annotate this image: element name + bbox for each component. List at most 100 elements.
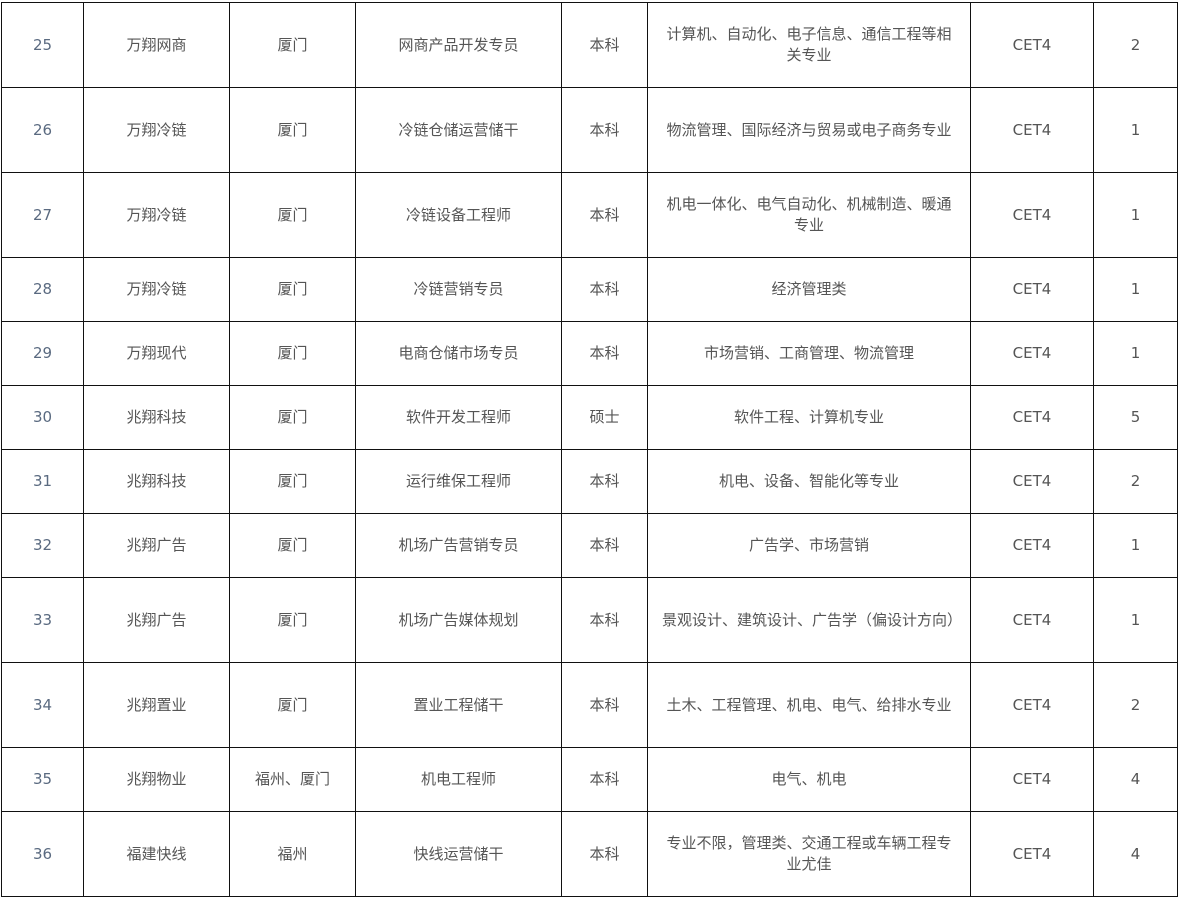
cell-company: 万翔冷链 bbox=[83, 172, 230, 258]
cell-english: CET4 bbox=[970, 811, 1094, 897]
cell-degree: 本科 bbox=[561, 449, 648, 514]
cell-city: 厦门 bbox=[229, 513, 356, 578]
cell-count: 5 bbox=[1093, 385, 1178, 450]
cell-company: 万翔现代 bbox=[83, 321, 230, 386]
table-row: 28 万翔冷链 厦门 冷链营销专员 本科 经济管理类 CET4 1 bbox=[1, 257, 1178, 322]
table-row: 26 万翔冷链 厦门 冷链仓储运营储干 本科 物流管理、国际经济与贸易或电子商务专业 CET… bbox=[1, 87, 1178, 173]
cell-degree: 本科 bbox=[561, 747, 648, 812]
cell-no: 32 bbox=[1, 513, 84, 578]
cell-city: 厦门 bbox=[229, 172, 356, 258]
cell-company: 兆翔广告 bbox=[83, 577, 230, 663]
cell-no: 28 bbox=[1, 257, 84, 322]
cell-city: 厦门 bbox=[229, 321, 356, 386]
table-row: 31 兆翔科技 厦门 运行维保工程师 本科 机电、设备、智能化等专业 CET4 2 bbox=[1, 449, 1178, 514]
cell-no: 29 bbox=[1, 321, 84, 386]
cell-position: 冷链营销专员 bbox=[355, 257, 562, 322]
cell-no: 27 bbox=[1, 172, 84, 258]
cell-city: 厦门 bbox=[229, 449, 356, 514]
table-row: 27 万翔冷链 厦门 冷链设备工程师 本科 机电一体化、电气自动化、机械制造、暖通专业 CE… bbox=[1, 172, 1178, 258]
cell-count: 2 bbox=[1093, 449, 1178, 514]
cell-city: 厦门 bbox=[229, 385, 356, 450]
cell-city: 福州 bbox=[229, 811, 356, 897]
cell-position: 电商仓储市场专员 bbox=[355, 321, 562, 386]
cell-major: 广告学、市场营销 bbox=[647, 513, 971, 578]
cell-count: 1 bbox=[1093, 172, 1178, 258]
cell-english: CET4 bbox=[970, 172, 1094, 258]
cell-city: 厦门 bbox=[229, 87, 356, 173]
cell-degree: 硕士 bbox=[561, 385, 648, 450]
cell-count: 1 bbox=[1093, 577, 1178, 663]
cell-position: 网商产品开发专员 bbox=[355, 2, 562, 88]
cell-english: CET4 bbox=[970, 577, 1094, 663]
cell-count: 2 bbox=[1093, 662, 1178, 748]
cell-major: 景观设计、建筑设计、广告学（偏设计方向） bbox=[647, 577, 971, 663]
cell-city: 厦门 bbox=[229, 662, 356, 748]
cell-no: 26 bbox=[1, 87, 84, 173]
cell-major: 计算机、自动化、电子信息、通信工程等相关专业 bbox=[647, 2, 971, 88]
cell-company: 万翔网商 bbox=[83, 2, 230, 88]
cell-degree: 本科 bbox=[561, 172, 648, 258]
table-row: 35 兆翔物业 福州、厦门 机电工程师 本科 电气、机电 CET4 4 bbox=[1, 747, 1178, 812]
cell-english: CET4 bbox=[970, 2, 1094, 88]
cell-position: 机场广告营销专员 bbox=[355, 513, 562, 578]
cell-english: CET4 bbox=[970, 449, 1094, 514]
cell-count: 4 bbox=[1093, 811, 1178, 897]
cell-major: 专业不限，管理类、交通工程或车辆工程专业尤佳 bbox=[647, 811, 971, 897]
cell-position: 运行维保工程师 bbox=[355, 449, 562, 514]
cell-degree: 本科 bbox=[561, 513, 648, 578]
cell-count: 2 bbox=[1093, 2, 1178, 88]
table-row: 25 万翔网商 厦门 网商产品开发专员 本科 计算机、自动化、电子信息、通信工程等相关专业… bbox=[1, 2, 1178, 88]
cell-english: CET4 bbox=[970, 257, 1094, 322]
cell-english: CET4 bbox=[970, 747, 1094, 812]
cell-no: 30 bbox=[1, 385, 84, 450]
table-row: 36 福建快线 福州 快线运营储干 本科 专业不限，管理类、交通工程或车辆工程专业尤佳 CE… bbox=[1, 811, 1178, 897]
cell-city: 厦门 bbox=[229, 2, 356, 88]
cell-company: 兆翔物业 bbox=[83, 747, 230, 812]
cell-position: 快线运营储干 bbox=[355, 811, 562, 897]
cell-major: 电气、机电 bbox=[647, 747, 971, 812]
table-row: 34 兆翔置业 厦门 置业工程储干 本科 土木、工程管理、机电、电气、给排水专业 CET4 2 bbox=[1, 662, 1178, 748]
cell-city: 厦门 bbox=[229, 257, 356, 322]
cell-major: 机电、设备、智能化等专业 bbox=[647, 449, 971, 514]
cell-company: 福建快线 bbox=[83, 811, 230, 897]
table-row: 33 兆翔广告 厦门 机场广告媒体规划 本科 景观设计、建筑设计、广告学（偏设计方向） CE… bbox=[1, 577, 1178, 663]
cell-major: 经济管理类 bbox=[647, 257, 971, 322]
cell-position: 机电工程师 bbox=[355, 747, 562, 812]
cell-degree: 本科 bbox=[561, 321, 648, 386]
cell-position: 软件开发工程师 bbox=[355, 385, 562, 450]
cell-no: 33 bbox=[1, 577, 84, 663]
cell-city: 福州、厦门 bbox=[229, 747, 356, 812]
table-row: 29 万翔现代 厦门 电商仓储市场专员 本科 市场营销、工商管理、物流管理 CET4 1 bbox=[1, 321, 1178, 386]
cell-count: 4 bbox=[1093, 747, 1178, 812]
cell-degree: 本科 bbox=[561, 662, 648, 748]
cell-english: CET4 bbox=[970, 385, 1094, 450]
cell-english: CET4 bbox=[970, 87, 1094, 173]
cell-position: 冷链仓储运营储干 bbox=[355, 87, 562, 173]
cell-company: 兆翔置业 bbox=[83, 662, 230, 748]
cell-company: 兆翔广告 bbox=[83, 513, 230, 578]
cell-no: 34 bbox=[1, 662, 84, 748]
cell-major: 市场营销、工商管理、物流管理 bbox=[647, 321, 971, 386]
cell-count: 1 bbox=[1093, 87, 1178, 173]
cell-company: 兆翔科技 bbox=[83, 385, 230, 450]
cell-company: 万翔冷链 bbox=[83, 257, 230, 322]
cell-major: 机电一体化、电气自动化、机械制造、暖通专业 bbox=[647, 172, 971, 258]
cell-count: 1 bbox=[1093, 257, 1178, 322]
cell-english: CET4 bbox=[970, 513, 1094, 578]
cell-position: 机场广告媒体规划 bbox=[355, 577, 562, 663]
cell-english: CET4 bbox=[970, 321, 1094, 386]
cell-english: CET4 bbox=[970, 662, 1094, 748]
cell-company: 万翔冷链 bbox=[83, 87, 230, 173]
cell-city: 厦门 bbox=[229, 577, 356, 663]
cell-company: 兆翔科技 bbox=[83, 449, 230, 514]
table-row: 32 兆翔广告 厦门 机场广告营销专员 本科 广告学、市场营销 CET4 1 bbox=[1, 513, 1178, 578]
cell-count: 1 bbox=[1093, 321, 1178, 386]
cell-no: 31 bbox=[1, 449, 84, 514]
cell-degree: 本科 bbox=[561, 577, 648, 663]
cell-degree: 本科 bbox=[561, 87, 648, 173]
cell-no: 25 bbox=[1, 2, 84, 88]
cell-major: 物流管理、国际经济与贸易或电子商务专业 bbox=[647, 87, 971, 173]
cell-position: 冷链设备工程师 bbox=[355, 172, 562, 258]
cell-degree: 本科 bbox=[561, 257, 648, 322]
